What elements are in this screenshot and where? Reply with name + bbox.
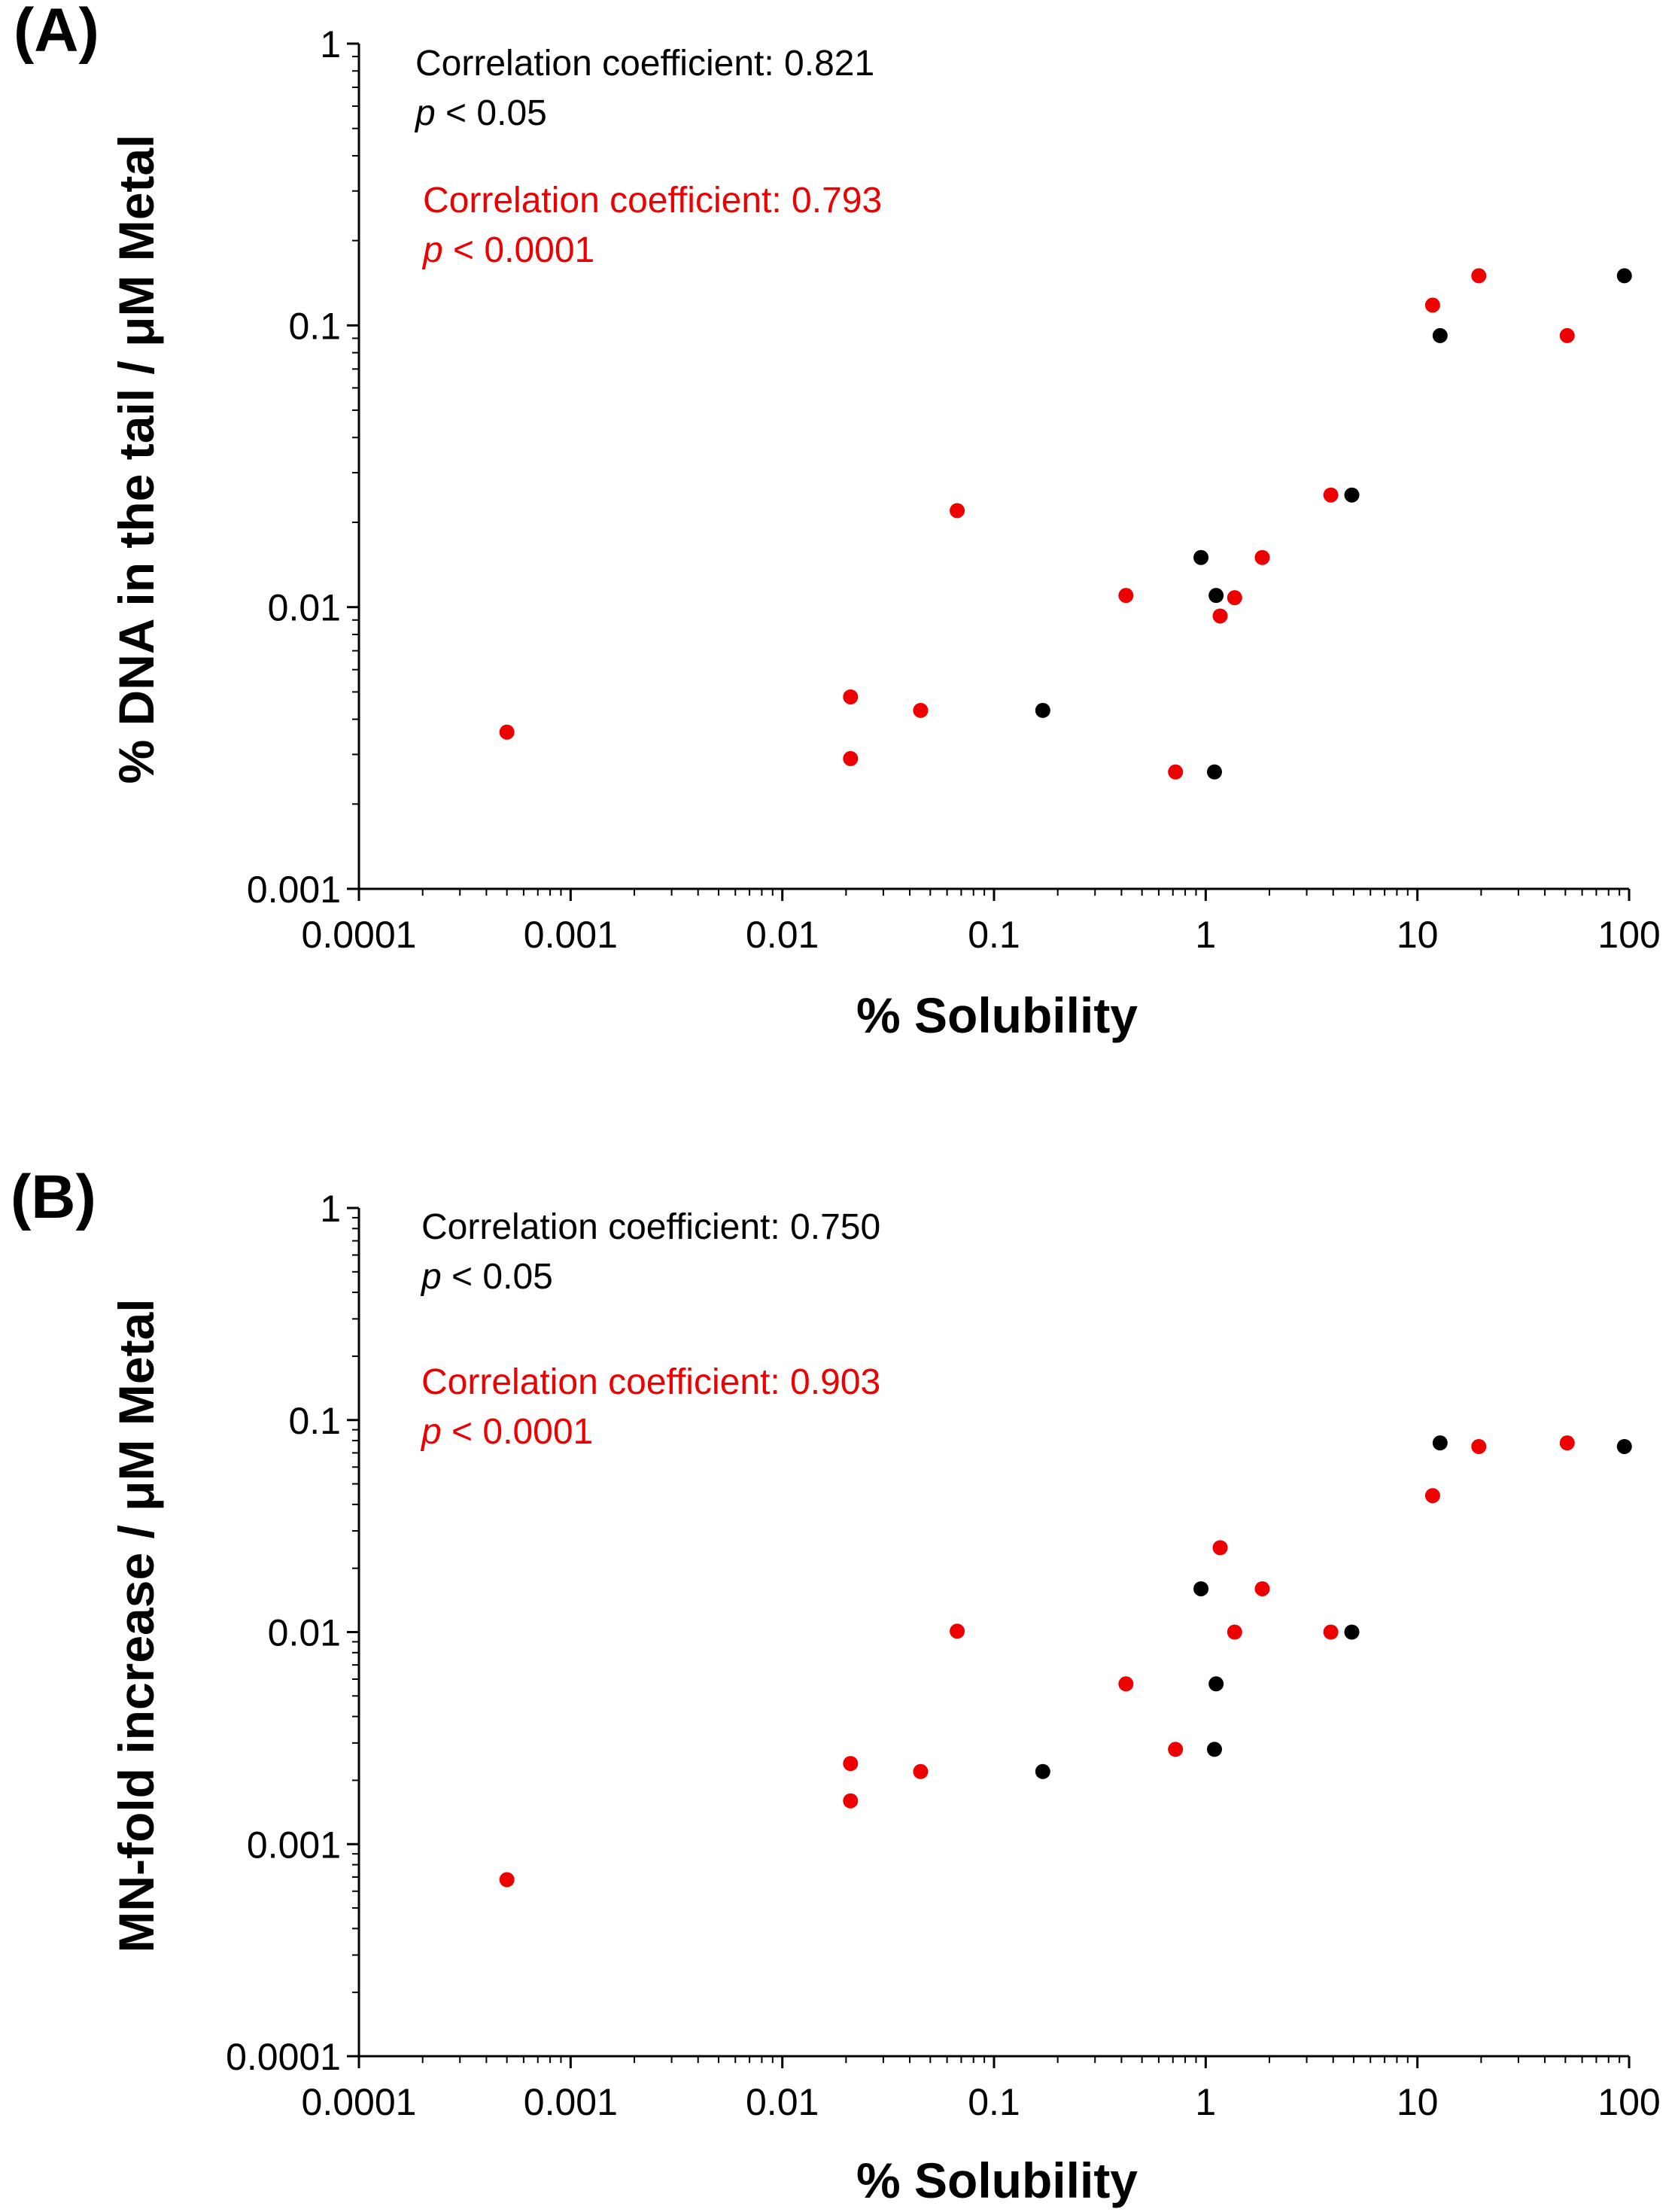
panel-a-x-axis-title: % Solubility: [856, 987, 1138, 1043]
panel-a-pvalue-red: p < 0.0001: [421, 230, 594, 270]
panel-b-black-point: [1035, 1763, 1050, 1779]
panel-a-red-point: [1471, 268, 1487, 284]
panel-a-x-tick-label: 0.01: [746, 914, 819, 956]
panel-a-red-point: [499, 724, 515, 740]
panel-a-red-point: [913, 702, 929, 718]
panel-b-red-point: [913, 1763, 929, 1779]
panel-a-red-point: [843, 750, 859, 766]
panel-a-red-point: [843, 689, 859, 704]
panel-a: (A) 0.0001 0.001 0.01 0.1 1 10 1000.0010.010.1…: [14, 0, 1661, 1043]
panel-a-x-tick-label: 0.001: [524, 914, 618, 956]
panel-b-red-point: [1471, 1438, 1487, 1454]
panel-a-y-tick-label: 0.1: [288, 305, 341, 347]
panel-b-pvalue-black-text: < 0.05: [442, 1257, 553, 1297]
panel-a-pvalue-black: p < 0.05: [414, 93, 547, 133]
panel-b-points: [499, 1435, 1632, 1888]
panel-b-pvalue-red-text: < 0.0001: [442, 1412, 594, 1452]
panel-b: (B) 0.0001 0.001 0.01 0.1 1 10 1000.00010.0010…: [11, 1163, 1661, 2208]
panel-a-black-point: [1432, 327, 1448, 343]
panel-b-correlation-black: Correlation coefficient: 0.750: [421, 1207, 880, 1247]
panel-b-black-point: [1344, 1624, 1360, 1640]
panel-a-pvalue-black-symbol: p: [414, 93, 436, 133]
panel-a-x-tick-label: 0.1: [968, 914, 1020, 956]
panel-b-red-point: [950, 1623, 965, 1639]
panel-b-red-point: [1254, 1581, 1270, 1596]
panel-a-correlation-black: Correlation coefficient: 0.821: [415, 44, 874, 84]
panel-b-black-point: [1206, 1742, 1222, 1757]
panel-b-x-tick-label: 100: [1597, 2081, 1660, 2123]
panel-b-red-point: [1424, 1488, 1440, 1504]
panel-a-y-tick-label: 0.001: [247, 869, 341, 911]
panel-b-red-point: [843, 1793, 859, 1809]
panel-a-x-tick-label: 10: [1397, 914, 1439, 956]
panel-a-red-point: [1323, 487, 1339, 503]
panel-a-red-point: [1168, 764, 1184, 780]
panel-a-y-tick-label: 0.01: [268, 587, 341, 629]
panel-a-label: (A): [14, 0, 99, 65]
panel-a-red-point: [1212, 608, 1228, 624]
panel-a-red-point: [1559, 327, 1575, 343]
panel-b-x-tick-label: 10: [1397, 2081, 1439, 2123]
panel-b-red-point: [1323, 1624, 1339, 1640]
panel-a-black-point: [1344, 487, 1360, 503]
panel-a-red-point: [1118, 588, 1134, 604]
panel-a-red-point: [1424, 297, 1440, 313]
panel-a-points: [499, 268, 1632, 780]
panel-b-red-point: [1559, 1435, 1575, 1451]
panel-b-y-axis-title: MN-fold increase / μM Metal: [108, 1298, 164, 1952]
panel-b-red-point: [1168, 1742, 1184, 1757]
panel-a-pvalue-red-text: < 0.0001: [443, 230, 595, 270]
panel-a-black-point: [1035, 702, 1050, 718]
panel-b-y-tick-label: 0.01: [268, 1612, 341, 1654]
panel-a-red-point: [1227, 590, 1242, 606]
panel-a-black-point: [1193, 549, 1209, 565]
panel-b-black-point: [1208, 1676, 1224, 1692]
panel-a-x-tick-label: 0.0001: [302, 914, 417, 956]
panel-b-y-tick-label: 0.1: [288, 1400, 341, 1442]
panel-b-red-point: [1212, 1540, 1228, 1556]
panel-a-red-point: [1254, 549, 1270, 565]
panel-a-black-point: [1208, 588, 1224, 604]
panel-b-axes: 0.0001 0.001 0.01 0.1 1 10 100 0.0001 0.001 0.01 0…: [226, 1188, 1661, 2123]
panel-a-black-point: [1616, 268, 1632, 284]
panel-b-pvalue-red-symbol: p: [420, 1412, 442, 1452]
panel-a-pvalue-red-symbol: p: [421, 230, 443, 270]
panel-b-label: (B): [11, 1163, 96, 1231]
panel-b-pvalue-red: p < 0.0001: [420, 1412, 593, 1452]
panel-b-red-point: [1227, 1624, 1242, 1640]
panel-b-y-tick-label: 0.001: [247, 1824, 341, 1866]
panel-a-x-tick-label: 100: [1597, 914, 1660, 956]
panel-b-x-tick-label: 0.01: [746, 2081, 819, 2123]
panel-b-red-point: [499, 1872, 515, 1888]
panel-b-x-axis-title: % Solubility: [856, 2153, 1138, 2208]
panel-b-black-point: [1193, 1581, 1209, 1596]
panel-b-x-tick-label: 0.1: [968, 2081, 1020, 2123]
panel-b-x-tick-label: 0.001: [524, 2081, 618, 2123]
panel-a-y-axis-title: % DNA in the tail / μM Metal: [108, 135, 164, 784]
panel-b-correlation-red: Correlation coefficient: 0.903: [421, 1362, 880, 1402]
panel-a-y-tick-label: 1: [320, 23, 341, 65]
panel-b-black-point: [1432, 1435, 1448, 1451]
panel-a-correlation-red: Correlation coefficient: 0.793: [423, 181, 882, 221]
panel-b-red-point: [1118, 1676, 1134, 1692]
panel-b-y-tick-label: 0.0001: [226, 2036, 341, 2078]
panel-b-x-tick-label: 0.0001: [302, 2081, 417, 2123]
panel-a-black-point: [1206, 764, 1222, 780]
panel-b-pvalue-black: p < 0.05: [420, 1257, 553, 1297]
panel-a-x-tick-label: 1: [1195, 914, 1216, 956]
panel-b-y-tick-label: 1: [320, 1188, 341, 1230]
panel-a-red-point: [950, 503, 965, 519]
panel-b-red-point: [843, 1756, 859, 1772]
panel-b-black-point: [1616, 1438, 1632, 1454]
panel-b-pvalue-black-symbol: p: [420, 1257, 442, 1297]
panel-b-x-tick-label: 1: [1195, 2081, 1216, 2123]
panel-a-pvalue-black-text: < 0.05: [436, 93, 547, 133]
